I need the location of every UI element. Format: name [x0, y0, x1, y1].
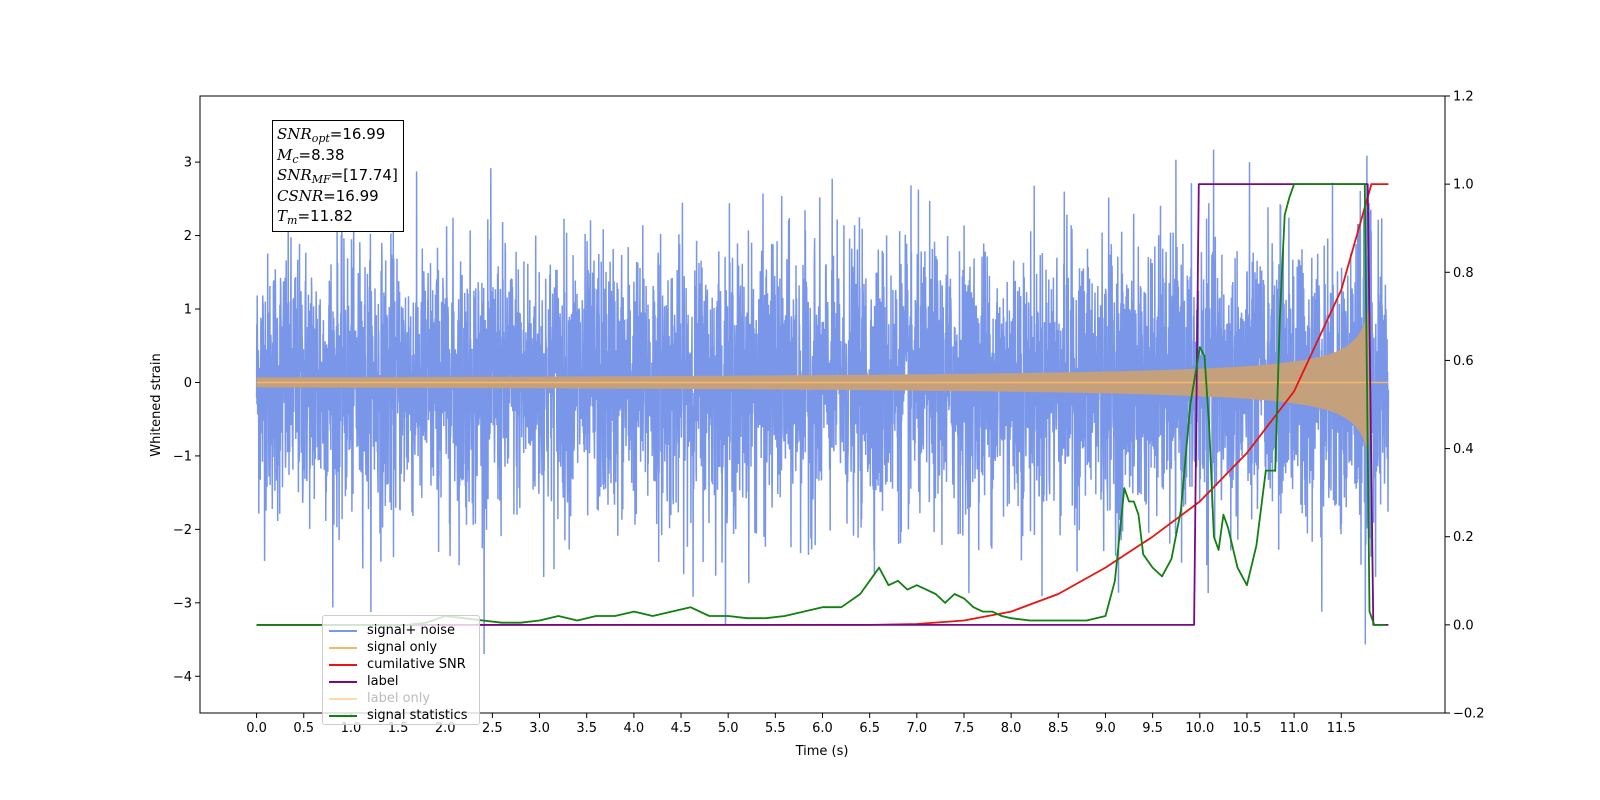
annotation-line: Mc=8.38: [277, 145, 398, 166]
x-tick-label: 4.5: [671, 721, 692, 736]
annotation-symbol: CSNR: [277, 186, 324, 205]
annotation-value: =11.82: [297, 207, 353, 225]
y-right-tick-label: −0.2: [1453, 707, 1485, 722]
x-tick-label: 10.5: [1232, 721, 1261, 736]
legend-label: label: [367, 674, 399, 689]
annotation-line: SNRMF=[17.74]: [277, 165, 398, 186]
y-left-tick-label: −1: [173, 449, 192, 464]
annotation-symbol: M: [277, 145, 293, 164]
x-tick-label: 0.0: [246, 721, 267, 736]
annotation-subscript: opt: [311, 132, 330, 145]
x-tick-label: 10.0: [1185, 721, 1214, 736]
legend-item: label only: [329, 688, 430, 709]
y-left-tick-label: 3: [184, 156, 192, 171]
y-right-tick-label: 0.4: [1453, 442, 1474, 457]
legend-swatch: [329, 629, 357, 632]
legend: signal+ noise signal only cumilative SNR la…: [322, 615, 480, 725]
x-tick-label: 7.0: [906, 721, 927, 736]
legend-item: signal only: [329, 637, 437, 658]
y-right-tick-label: 0.0: [1453, 618, 1474, 633]
y-left-tick-label: 1: [184, 303, 192, 318]
y-left-tick-label: −4: [173, 670, 192, 685]
y-left-tick-label: −3: [173, 596, 192, 611]
y-left-tick-label: −2: [173, 523, 192, 538]
annotation-subscript: c: [292, 152, 299, 166]
annotation-value: =16.99: [329, 125, 386, 143]
y-left-tick-label: 0: [184, 376, 192, 391]
legend-swatch: [329, 680, 357, 683]
legend-label: signal statistics: [367, 708, 468, 723]
stats-annotation: SNRopt=16.99 Mc=8.38 SNRMF=[17.74] CSNR=16.…: [272, 120, 404, 232]
series-signal-noise: [255, 149, 1390, 655]
y-right-tick-label: 0.6: [1453, 354, 1474, 369]
legend-swatch: [329, 697, 357, 700]
annotation-symbol: T: [277, 207, 288, 225]
annotation-value: =8.38: [298, 145, 345, 164]
y-right-tick-label: 0.2: [1453, 530, 1474, 545]
x-tick-label: 3.5: [576, 721, 597, 736]
series-cumilative-snr: [256, 183, 1389, 626]
x-tick-label: 5.5: [765, 721, 786, 736]
x-tick-label: 4.0: [624, 721, 645, 736]
annotation-subscript: m: [287, 214, 298, 227]
y-right-tick-label: 0.8: [1453, 266, 1474, 281]
x-axis-title: Time (s): [795, 744, 849, 759]
x-tick-label: 9.0: [1095, 721, 1116, 736]
annotation-line: Tm=11.82: [277, 206, 398, 227]
y-axis-left: −4 −3 −2 −1 0 1 2 3: [173, 156, 200, 685]
legend-swatch: [329, 663, 357, 666]
annotation-symbol: SNR: [277, 166, 312, 184]
x-tick-label: 9.5: [1142, 721, 1163, 736]
x-tick-label: 6.5: [859, 721, 880, 736]
legend-label: label only: [367, 691, 431, 706]
x-tick-label: 11.0: [1280, 721, 1309, 736]
annotation-subscript: MF: [311, 173, 331, 186]
x-tick-label: 8.0: [1001, 721, 1022, 736]
x-tick-label: 11.5: [1327, 721, 1356, 736]
annotation-symbol: SNR: [277, 125, 312, 143]
legend-item: label: [329, 671, 398, 692]
x-tick-label: 3.0: [529, 721, 550, 736]
y-axis-right: −0.2 0.0 0.2 0.4 0.6 0.8 1.0 1.2: [1445, 90, 1485, 722]
y-right-tick-label: 1.0: [1453, 178, 1474, 193]
legend-label: signal+ noise: [367, 623, 456, 638]
y-left-tick-label: 2: [184, 229, 192, 244]
x-tick-label: 8.5: [1048, 721, 1069, 736]
annotation-value: =16.99: [323, 186, 379, 205]
x-tick-label: 5.0: [718, 721, 739, 736]
annotation-value: =[17.74]: [330, 166, 398, 184]
series-signal-statistics: [256, 183, 1386, 626]
legend-item: cumilative SNR: [329, 654, 466, 675]
x-tick-label: 6.0: [812, 721, 833, 736]
legend-label: signal only: [367, 640, 438, 655]
y-right-tick-label: 1.2: [1453, 90, 1474, 105]
x-tick-label: 2.5: [482, 721, 503, 736]
series-layer: [255, 149, 1390, 655]
legend-item: signal statistics: [329, 705, 468, 726]
x-tick-label: 0.5: [293, 721, 314, 736]
annotation-line: SNRopt=16.99: [277, 124, 398, 145]
legend-swatch: [329, 646, 357, 649]
y-axis-title: Whitened strain: [149, 353, 164, 456]
legend-label: cumilative SNR: [367, 657, 466, 672]
legend-swatch: [329, 714, 357, 717]
x-tick-label: 7.5: [954, 721, 975, 736]
annotation-line: CSNR=16.99: [277, 186, 398, 207]
legend-item: signal+ noise: [329, 620, 455, 641]
